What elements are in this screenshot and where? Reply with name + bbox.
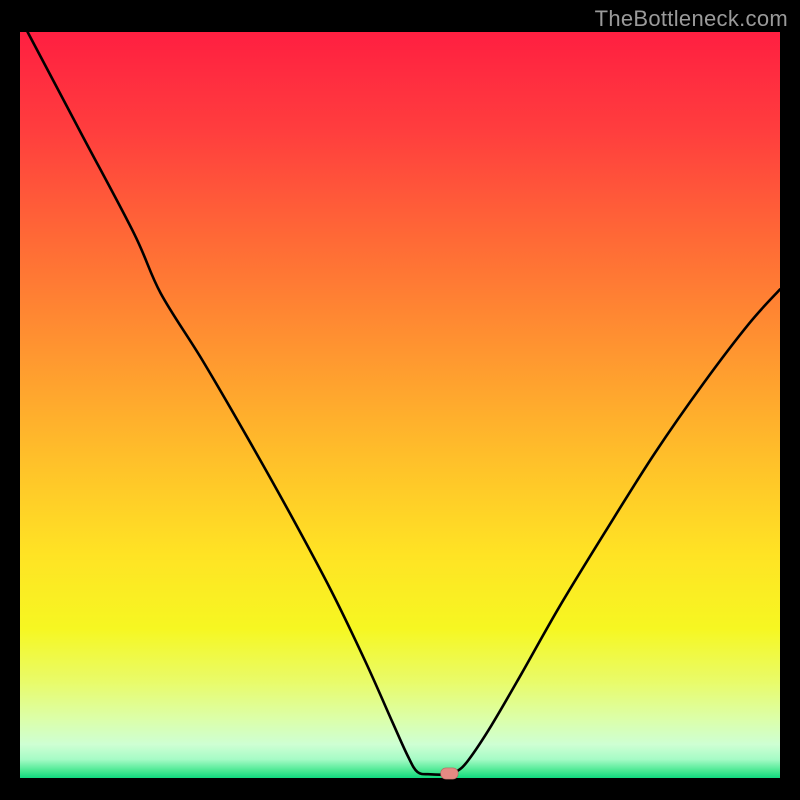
watermark-text: TheBottleneck.com: [595, 6, 788, 32]
bottleneck-chart: [0, 0, 800, 800]
chart-container: TheBottleneck.com: [0, 0, 800, 800]
plot-background: [20, 32, 780, 778]
selected-point-marker: [441, 768, 458, 779]
